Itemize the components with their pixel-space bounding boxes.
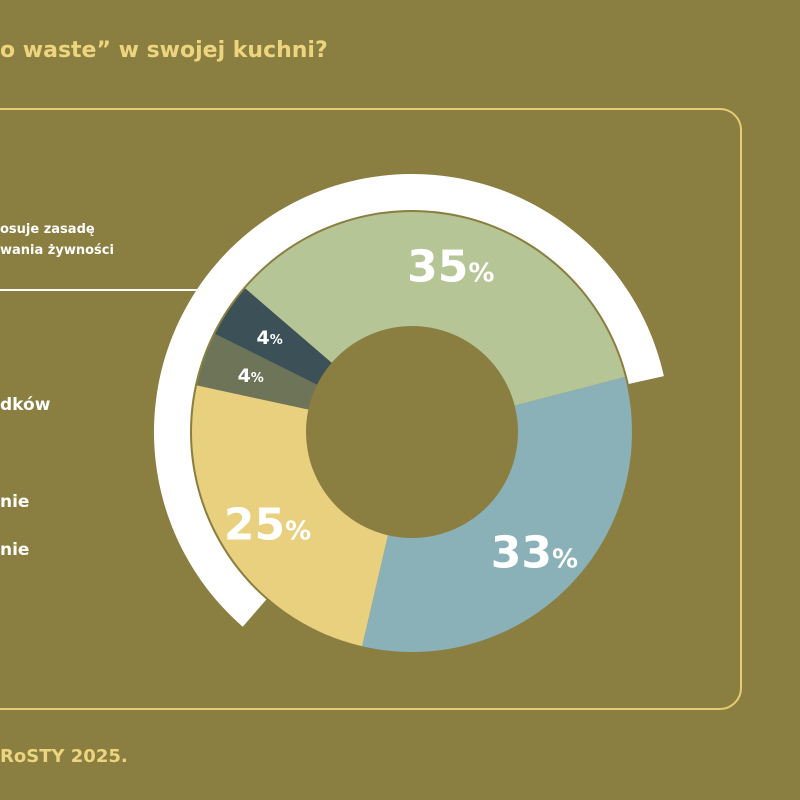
source-footer: RoSTY 2025. bbox=[0, 746, 128, 767]
legend-item-3: nie bbox=[0, 492, 30, 512]
slice-4-dark bbox=[215, 288, 332, 385]
legend-item-2: dków bbox=[0, 395, 51, 415]
data-label-slice-35: 35% bbox=[407, 241, 494, 292]
legend-divider bbox=[0, 289, 198, 291]
outer-ring-arc bbox=[153, 173, 664, 627]
legend-item-1-line-2: wania żywności bbox=[0, 243, 114, 258]
chart-title: o waste” w swojej kuchni? bbox=[0, 38, 328, 63]
content-panel bbox=[0, 108, 742, 710]
data-label-slice-25: 25% bbox=[224, 499, 311, 550]
legend-item-1-line-1: osuje zasadę bbox=[0, 222, 95, 237]
data-label-slice-4-olive: 4% bbox=[238, 365, 264, 387]
slice-33 bbox=[362, 376, 632, 652]
legend-item-1: osuje zasadę wania żywności bbox=[0, 219, 114, 261]
data-label-slice-4-dark: 4% bbox=[256, 327, 282, 349]
slice-35 bbox=[245, 212, 625, 406]
data-label-slice-33: 33% bbox=[491, 527, 578, 578]
slice-25 bbox=[192, 385, 388, 647]
legend-item-4: nie bbox=[0, 540, 30, 560]
slice-4-olive bbox=[197, 333, 318, 410]
